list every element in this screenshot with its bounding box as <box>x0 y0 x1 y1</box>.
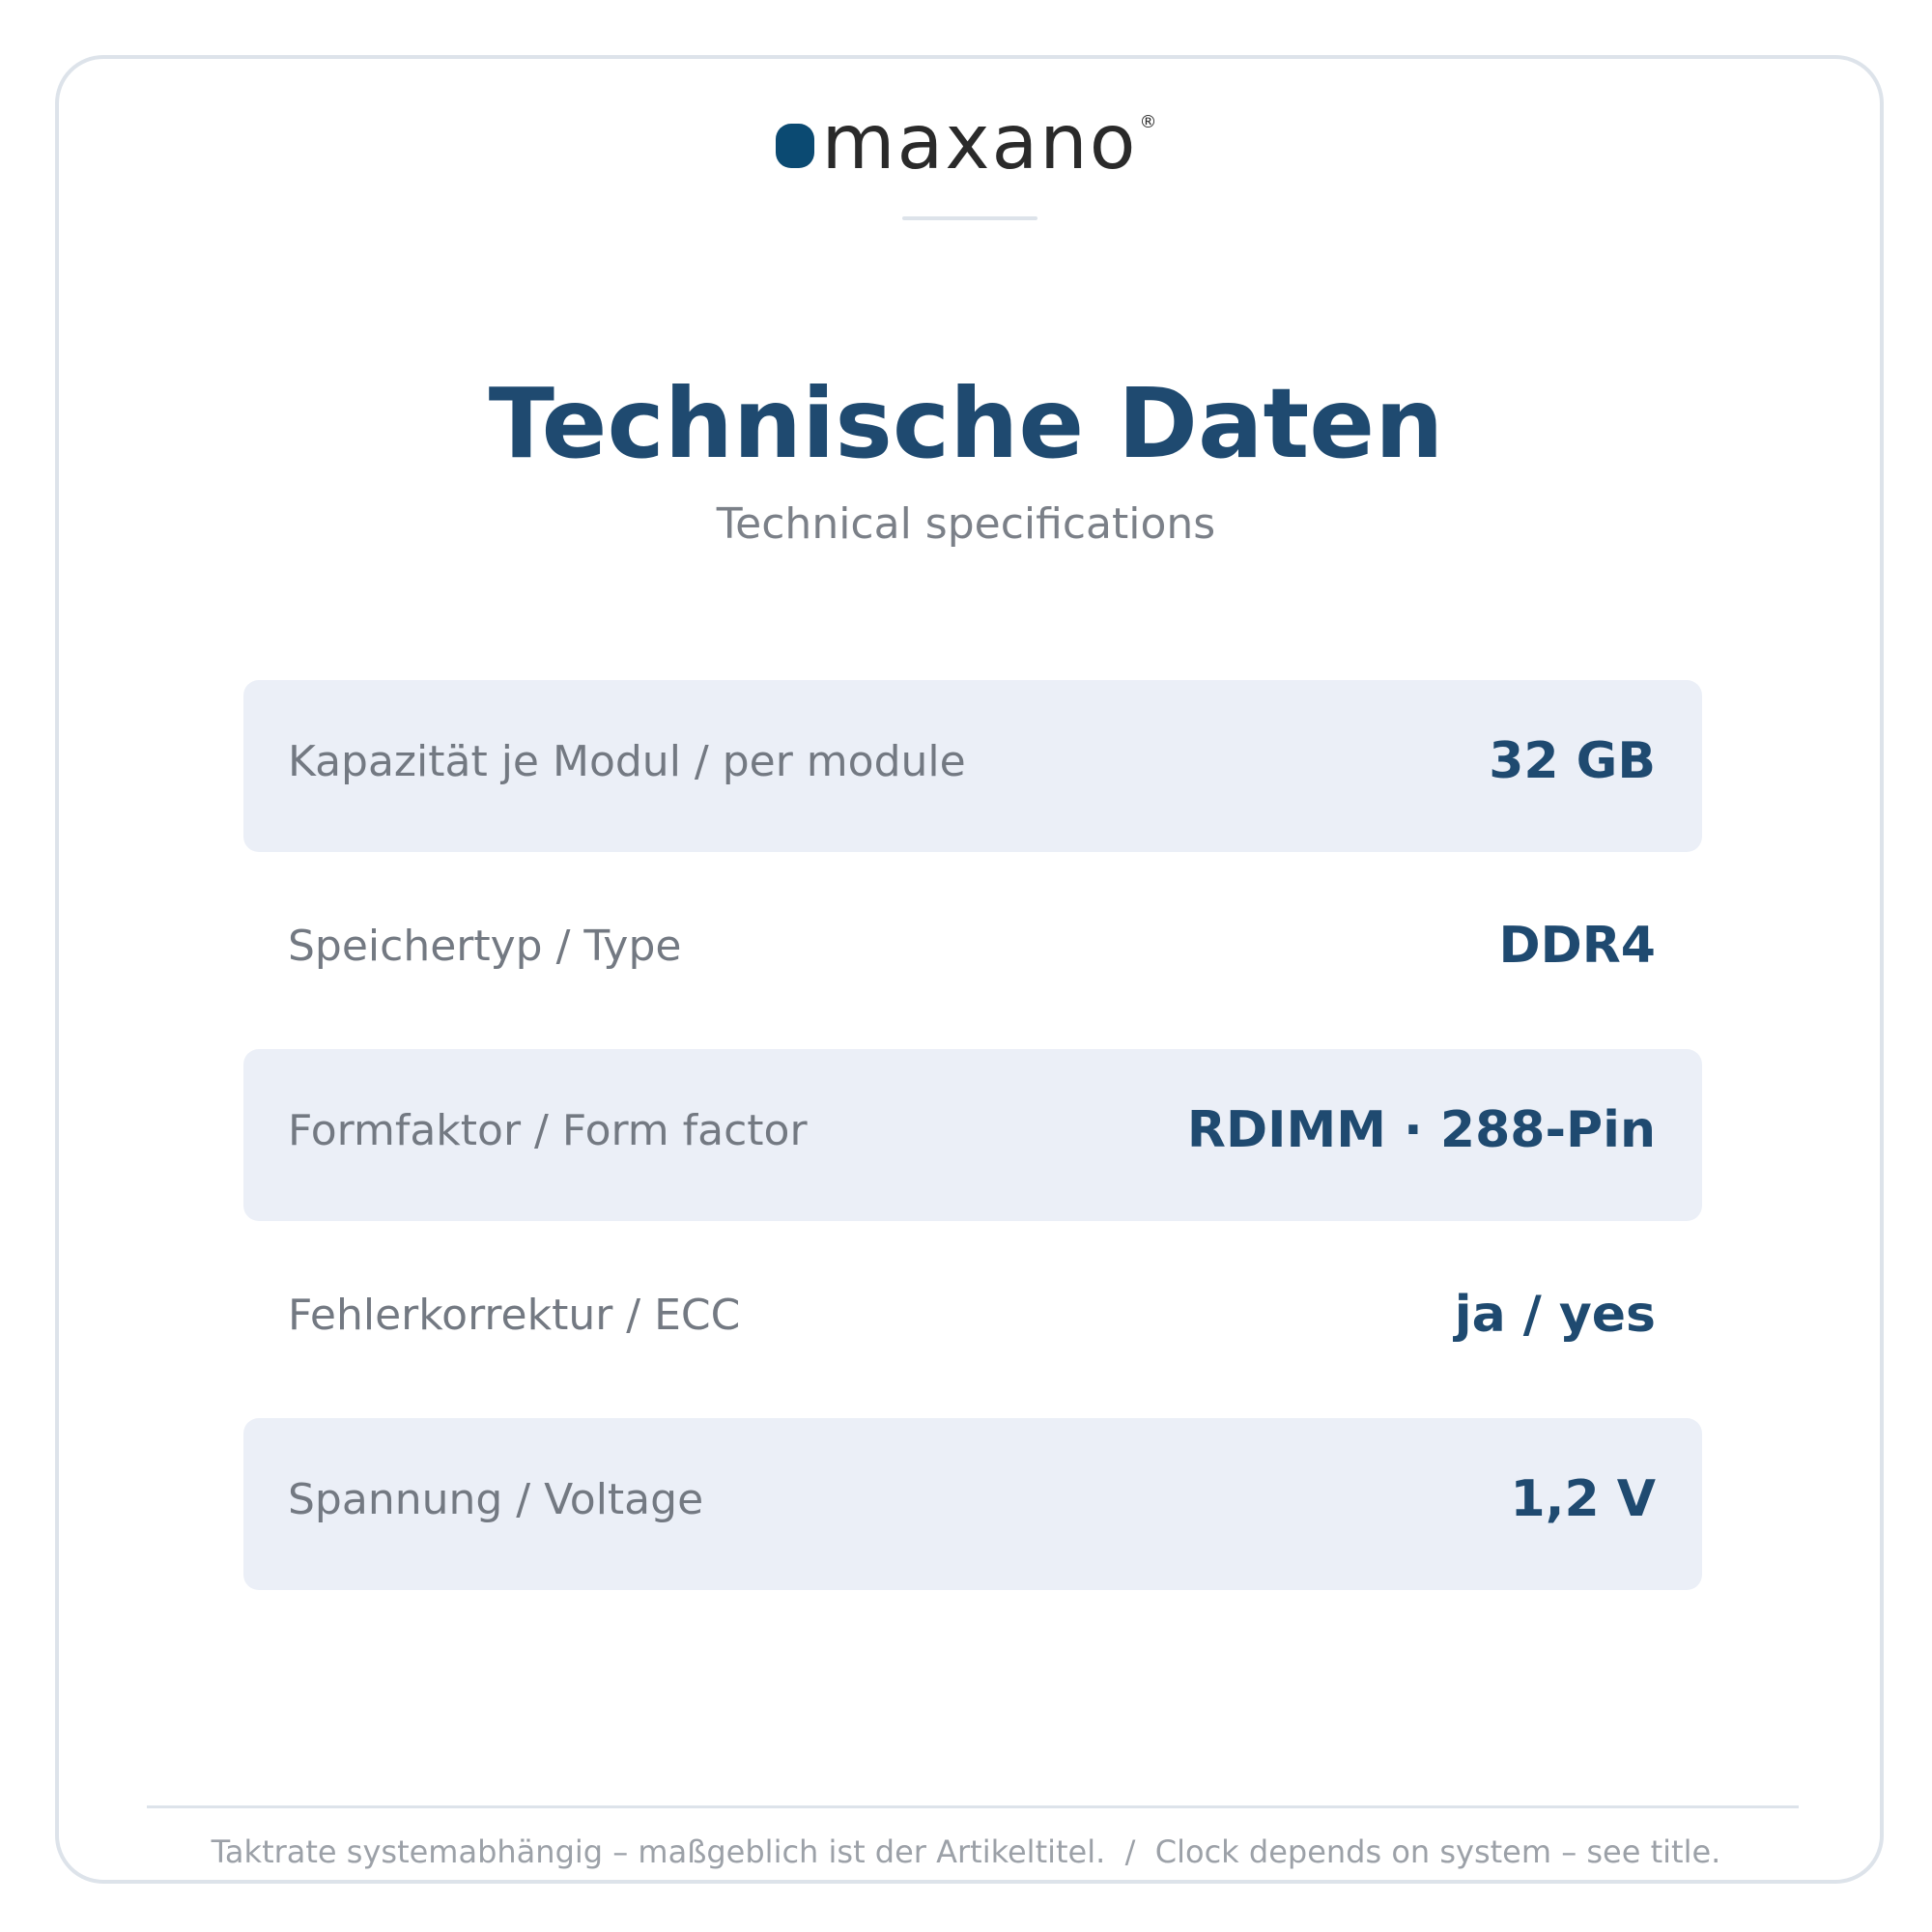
spec-row-form-factor: Formfaktor / Form factor RDIMM · 288-Pin <box>243 1049 1702 1221</box>
spec-label: Spannung / Voltage <box>288 1474 704 1524</box>
spec-row-voltage: Spannung / Voltage 1,2 V <box>243 1418 1702 1590</box>
spec-table: Kapazität je Modul / per module 32 GB Sp… <box>243 680 1702 1603</box>
spec-label: Formfaktor / Form factor <box>288 1105 808 1155</box>
spec-value: DDR4 <box>1498 917 1656 975</box>
brand-logo: maxano ® <box>0 99 1932 186</box>
spec-row-capacity: Kapazität je Modul / per module 32 GB <box>243 680 1702 852</box>
spec-value: RDIMM · 288-Pin <box>1186 1101 1656 1159</box>
brand-name: maxano <box>821 99 1138 186</box>
page-subtitle: Technical specifications <box>716 499 1216 549</box>
page-title: Technische Daten <box>488 367 1444 480</box>
spec-value: 32 GB <box>1489 732 1656 790</box>
spec-label: Kapazität je Modul / per module <box>288 736 966 786</box>
spec-value: ja / yes <box>1454 1286 1656 1344</box>
spec-row-ecc: Fehlerkorrektur / ECC ja / yes <box>243 1234 1702 1406</box>
footer-note: Taktrate systemabhängig – maßgeblich ist… <box>211 1833 1721 1870</box>
logo-divider <box>902 216 1037 220</box>
logo-dot-icon <box>775 124 814 168</box>
footer-divider <box>147 1805 1799 1808</box>
spec-label: Speichertyp / Type <box>288 921 682 971</box>
spec-label: Fehlerkorrektur / ECC <box>288 1290 741 1340</box>
spec-value: 1,2 V <box>1510 1470 1656 1528</box>
registered-mark: ® <box>1139 112 1157 132</box>
spec-row-type: Speichertyp / Type DDR4 <box>243 865 1702 1037</box>
